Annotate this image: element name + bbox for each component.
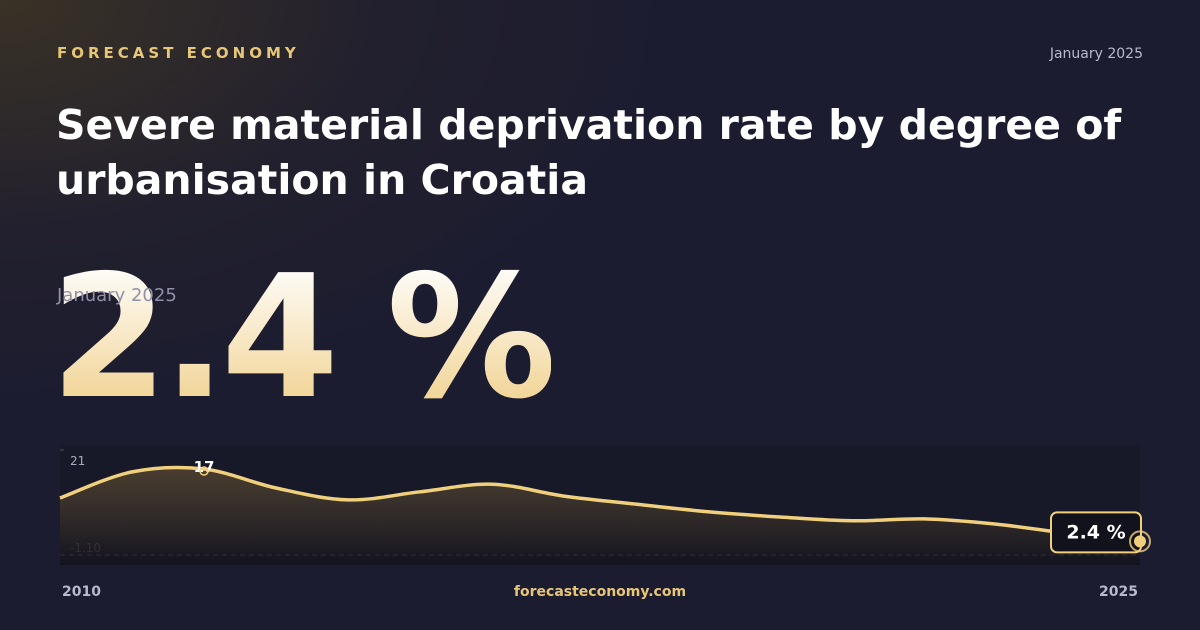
end-label: 2.4 % — [1066, 521, 1125, 543]
chart-title: Severe material deprivation rate by degr… — [56, 101, 1122, 204]
area — [60, 467, 1140, 565]
headline-value: 2.4 % — [50, 239, 557, 437]
x-tick-label: 2010 — [62, 584, 101, 600]
site: forecasteconomy.com — [514, 584, 686, 600]
end-point-halo — [1129, 530, 1151, 553]
peak-point — [199, 466, 209, 476]
line — [59, 465, 1141, 541]
y-tick-label: 21 — [70, 454, 85, 468]
end-point — [1134, 535, 1146, 548]
headline-date: January 2025 — [57, 285, 177, 306]
date: January 2025 — [1049, 46, 1143, 62]
brand: FORECAST ECONOMY — [57, 44, 300, 62]
x-tick-label: 2025 — [1099, 584, 1138, 600]
